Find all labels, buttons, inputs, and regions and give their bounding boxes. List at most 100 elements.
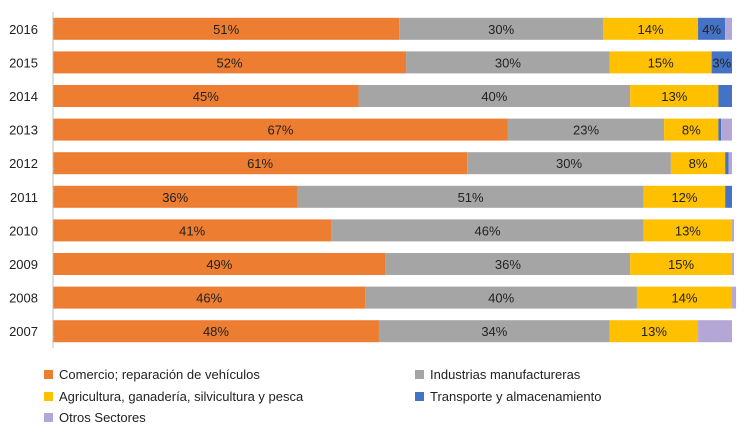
bar-segment bbox=[643, 219, 732, 242]
bar-segment bbox=[53, 219, 332, 242]
legend-swatch bbox=[44, 370, 53, 379]
bar-segment bbox=[636, 286, 732, 309]
data-label: 4% bbox=[702, 22, 721, 37]
data-label: 51% bbox=[458, 190, 484, 205]
data-label: 48% bbox=[203, 324, 229, 339]
data-label: 13% bbox=[675, 223, 701, 238]
bar-segment bbox=[630, 253, 732, 275]
bar-segment bbox=[732, 286, 737, 309]
bar-segment bbox=[725, 17, 732, 40]
data-label: 67% bbox=[267, 123, 293, 138]
y-tick-label: 2014 bbox=[9, 89, 38, 104]
y-tick-label: 2007 bbox=[9, 324, 38, 339]
data-label: 14% bbox=[671, 291, 697, 306]
bar-segment bbox=[698, 320, 732, 343]
bar-segment bbox=[602, 17, 699, 40]
bar-segment bbox=[630, 85, 719, 107]
bar-segment bbox=[643, 185, 726, 208]
data-label: 36% bbox=[495, 257, 521, 272]
data-label: 41% bbox=[179, 223, 205, 238]
data-label: 8% bbox=[682, 123, 701, 138]
y-tick-label: 2013 bbox=[9, 123, 38, 138]
bar-segment bbox=[53, 17, 400, 40]
data-label: 13% bbox=[641, 324, 667, 339]
bar-segment bbox=[664, 118, 719, 141]
y-tick-label: 2012 bbox=[9, 156, 38, 171]
data-label: 61% bbox=[247, 156, 273, 171]
bar-segment bbox=[331, 219, 644, 242]
bar-segment bbox=[53, 118, 508, 141]
data-label: 14% bbox=[638, 22, 664, 37]
bar-segment bbox=[718, 85, 732, 107]
data-label: 45% bbox=[193, 89, 219, 104]
data-label: 8% bbox=[689, 156, 708, 171]
legend-item-industrias: Industrias manufactureras bbox=[415, 367, 580, 382]
bar-segment bbox=[53, 152, 468, 175]
bar-segment bbox=[609, 51, 712, 74]
bar-segment bbox=[358, 85, 631, 107]
legend-swatch bbox=[44, 392, 53, 401]
bar-segment bbox=[53, 51, 407, 74]
bar-segment bbox=[725, 152, 729, 175]
data-label: 52% bbox=[217, 55, 243, 70]
bar-segment bbox=[711, 51, 732, 74]
data-label: 51% bbox=[213, 22, 239, 37]
bar-segment bbox=[670, 152, 726, 175]
legend-swatch bbox=[44, 413, 53, 422]
data-label: 23% bbox=[573, 123, 599, 138]
legend-item-comercio: Comercio; reparación de vehículos bbox=[44, 367, 260, 382]
y-tick-label: 2008 bbox=[9, 291, 38, 306]
data-label: 46% bbox=[196, 291, 222, 306]
data-label: 15% bbox=[668, 257, 694, 272]
legend-label: Agricultura, ganadería, silvicultura y p… bbox=[59, 389, 304, 404]
bar-segment bbox=[507, 118, 665, 141]
bar-segment bbox=[721, 118, 732, 141]
data-label: 13% bbox=[661, 89, 687, 104]
bar-segment bbox=[718, 118, 722, 141]
y-tick-label: 2011 bbox=[10, 190, 38, 205]
legend-label: Comercio; reparación de vehículos bbox=[59, 367, 260, 382]
data-label: 3% bbox=[712, 55, 731, 70]
legend-label: Transporte y almacenamiento bbox=[430, 389, 602, 404]
bar-segment bbox=[728, 152, 733, 175]
stacked-bar-chart: 2016 51% 30% 14% 4% 2015 52% 30% 15% 3% 2014 45% 40%… bbox=[9, 12, 737, 348]
bar-segment bbox=[53, 85, 359, 107]
bar-segment bbox=[297, 185, 644, 208]
bar-segment bbox=[467, 152, 671, 175]
data-label: 40% bbox=[488, 291, 514, 306]
bar-segment bbox=[365, 286, 637, 309]
legend-swatch bbox=[415, 392, 424, 401]
bar-segment bbox=[732, 253, 735, 275]
data-label: 30% bbox=[495, 55, 521, 70]
data-label: 30% bbox=[556, 156, 582, 171]
bar-segment bbox=[378, 320, 610, 343]
bar-segment bbox=[406, 51, 610, 74]
legend-item-otros: Otros Sectores bbox=[44, 410, 146, 425]
bar-segment bbox=[609, 320, 699, 343]
y-tick-label: 2016 bbox=[9, 22, 38, 37]
data-label: 12% bbox=[671, 190, 697, 205]
data-label: 15% bbox=[648, 55, 674, 70]
legend-swatch bbox=[415, 370, 424, 379]
chart-legend: Comercio; reparación de vehículos Indust… bbox=[44, 365, 724, 425]
bar-segment bbox=[399, 17, 603, 40]
bar-segment bbox=[53, 320, 379, 343]
y-tick-label: 2009 bbox=[9, 257, 38, 272]
data-label: 40% bbox=[481, 89, 507, 104]
data-label: 49% bbox=[206, 257, 232, 272]
legend-item-agricultura: Agricultura, ganadería, silvicultura y p… bbox=[44, 389, 303, 404]
data-label: 30% bbox=[488, 22, 514, 37]
bar-segment bbox=[732, 219, 735, 242]
data-label: 36% bbox=[162, 190, 188, 205]
y-tick-label: 2015 bbox=[9, 55, 38, 70]
legend-label: Otros Sectores bbox=[59, 410, 146, 425]
bar-segment bbox=[53, 253, 386, 275]
bar-segment bbox=[725, 185, 732, 208]
bar-segment bbox=[53, 185, 298, 208]
bar-segment bbox=[385, 253, 631, 275]
legend-item-transporte: Transporte y almacenamiento bbox=[415, 389, 602, 404]
data-label: 46% bbox=[475, 223, 501, 238]
data-label: 34% bbox=[481, 324, 507, 339]
bar-segment bbox=[698, 17, 726, 40]
y-tick-label: 2010 bbox=[9, 223, 38, 238]
